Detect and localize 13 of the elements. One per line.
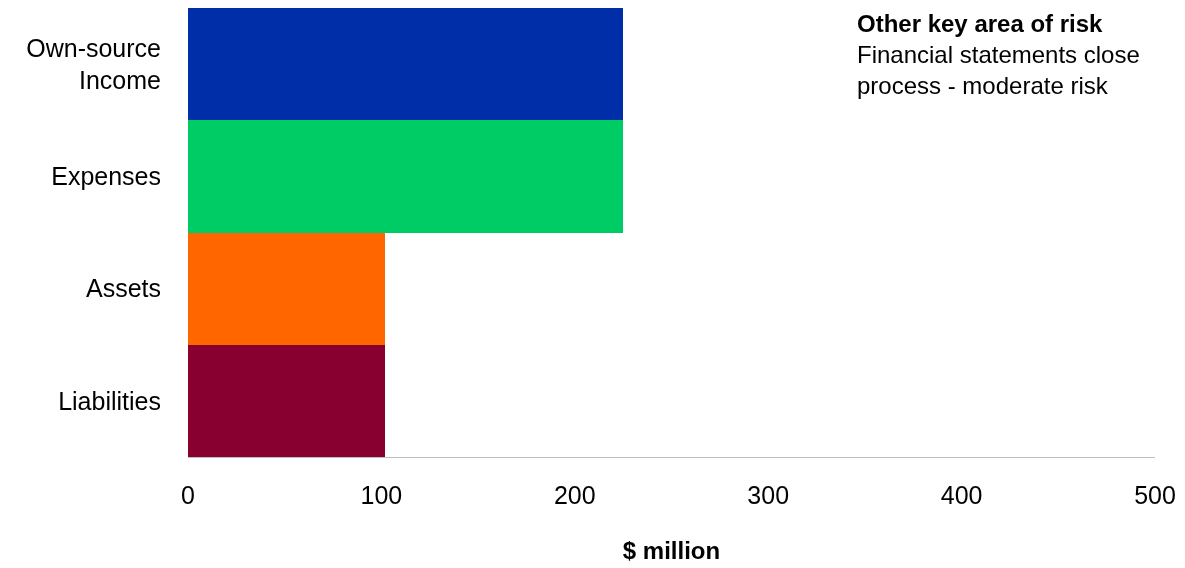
x-axis-title: $ million: [622, 537, 721, 565]
x-tick-label: 0: [181, 481, 195, 509]
y-tick-label: Own-source Income: [26, 33, 161, 95]
x-tick-label: 200: [553, 481, 596, 509]
y-tick-label: Liabilities: [58, 386, 161, 415]
annotation: Financial statements close process - moderate risk: [857, 41, 1140, 100]
x-tick-label: 400: [940, 481, 983, 509]
x-tick-label: 300: [747, 481, 790, 509]
annotation: Other key area of risk: [857, 10, 1104, 37]
x-tick-label: 500: [1134, 481, 1176, 509]
y-tick-label: Assets: [85, 274, 161, 303]
y-tick-label: Expenses: [51, 162, 161, 191]
x-tick-label: 100: [360, 481, 403, 509]
